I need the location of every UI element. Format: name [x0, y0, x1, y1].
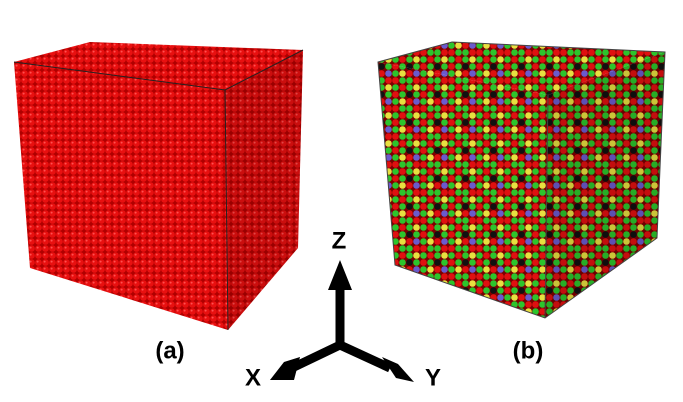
cube-side [225, 50, 303, 330]
arrow-head [270, 357, 300, 380]
cube-b [377, 41, 666, 319]
axes-triad: Z X Y [245, 227, 441, 391]
axis-label: Z [332, 227, 347, 254]
cube-edge [224, 89, 229, 331]
cube-shade [545, 52, 665, 318]
cube-top [14, 42, 303, 90]
cube-shade [225, 50, 303, 330]
panel-label: (b) [513, 337, 544, 364]
cube-outline [377, 41, 666, 319]
axis-label: Y [425, 364, 441, 391]
cube-front [378, 62, 548, 318]
axis-label: X [245, 364, 261, 391]
cube-top [378, 42, 665, 95]
cube-edge [544, 94, 549, 319]
arrow-head [328, 260, 352, 290]
axis-arrow [290, 340, 342, 373]
cube-a [13, 42, 304, 331]
panel-label: (a) [155, 337, 184, 364]
arrow-head [382, 357, 414, 382]
cube-front [14, 62, 228, 330]
cube-side [545, 52, 665, 318]
axis-arrow [338, 340, 392, 373]
